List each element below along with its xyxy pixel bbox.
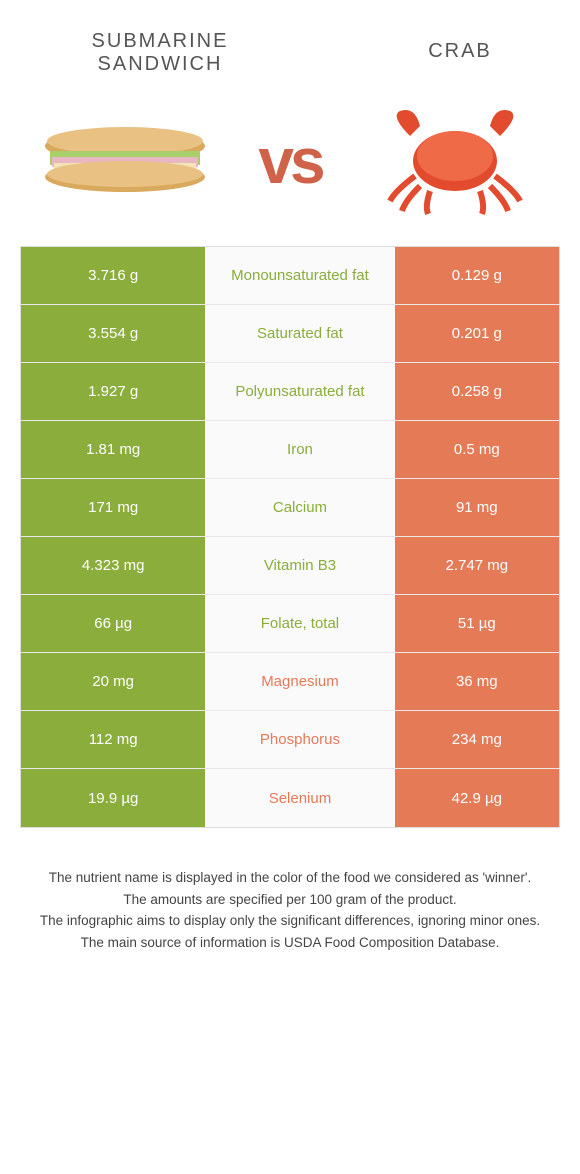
vs-row: vs xyxy=(0,96,580,246)
value-left: 4.323 mg xyxy=(21,537,205,594)
value-left: 66 µg xyxy=(21,595,205,652)
value-right: 2.747 mg xyxy=(395,537,559,594)
value-right: 0.5 mg xyxy=(395,421,559,478)
value-left: 1.81 mg xyxy=(21,421,205,478)
header: SUBMARINE SANDWICH CRAB xyxy=(0,0,580,96)
footer-line-3: The infographic aims to display only the… xyxy=(30,911,550,931)
footer-line-4: The main source of information is USDA F… xyxy=(30,933,550,953)
table-row: 19.9 µgSelenium42.9 µg xyxy=(21,769,559,827)
value-left: 1.927 g xyxy=(21,363,205,420)
nutrient-name: Iron xyxy=(205,421,394,478)
nutrient-name: Calcium xyxy=(205,479,394,536)
nutrient-name: Selenium xyxy=(205,769,394,827)
value-right: 0.258 g xyxy=(395,363,559,420)
comparison-table: 3.716 gMonounsaturated fat0.129 g3.554 g… xyxy=(20,246,560,828)
value-left: 20 mg xyxy=(21,653,205,710)
value-left: 112 mg xyxy=(21,711,205,768)
value-right: 91 mg xyxy=(395,479,559,536)
nutrient-name: Saturated fat xyxy=(205,305,394,362)
footer-notes: The nutrient name is displayed in the co… xyxy=(0,828,580,974)
value-right: 36 mg xyxy=(395,653,559,710)
value-left: 19.9 µg xyxy=(21,769,205,827)
table-row: 20 mgMagnesium36 mg xyxy=(21,653,559,711)
footer-line-2: The amounts are specified per 100 gram o… xyxy=(30,890,550,910)
footer-line-1: The nutrient name is displayed in the co… xyxy=(30,868,550,888)
table-row: 3.554 gSaturated fat0.201 g xyxy=(21,305,559,363)
table-row: 4.323 mgVitamin B32.747 mg xyxy=(21,537,559,595)
table-row: 1.927 gPolyunsaturated fat0.258 g xyxy=(21,363,559,421)
sandwich-image xyxy=(40,106,210,216)
nutrient-name: Monounsaturated fat xyxy=(205,247,394,304)
table-row: 3.716 gMonounsaturated fat0.129 g xyxy=(21,247,559,305)
nutrient-name: Folate, total xyxy=(205,595,394,652)
title-right: CRAB xyxy=(400,30,520,76)
nutrient-name: Polyunsaturated fat xyxy=(205,363,394,420)
value-right: 51 µg xyxy=(395,595,559,652)
value-left: 3.716 g xyxy=(21,247,205,304)
crab-image xyxy=(370,106,540,216)
value-right: 42.9 µg xyxy=(395,769,559,827)
nutrient-name: Magnesium xyxy=(205,653,394,710)
nutrient-name: Phosphorus xyxy=(205,711,394,768)
table-row: 112 mgPhosphorus234 mg xyxy=(21,711,559,769)
vs-label: vs xyxy=(258,124,321,198)
value-right: 0.129 g xyxy=(395,247,559,304)
value-left: 3.554 g xyxy=(21,305,205,362)
table-row: 171 mgCalcium91 mg xyxy=(21,479,559,537)
value-left: 171 mg xyxy=(21,479,205,536)
value-right: 234 mg xyxy=(395,711,559,768)
table-row: 1.81 mgIron0.5 mg xyxy=(21,421,559,479)
title-left: SUBMARINE SANDWICH xyxy=(60,30,260,76)
nutrient-name: Vitamin B3 xyxy=(205,537,394,594)
value-right: 0.201 g xyxy=(395,305,559,362)
table-row: 66 µgFolate, total51 µg xyxy=(21,595,559,653)
